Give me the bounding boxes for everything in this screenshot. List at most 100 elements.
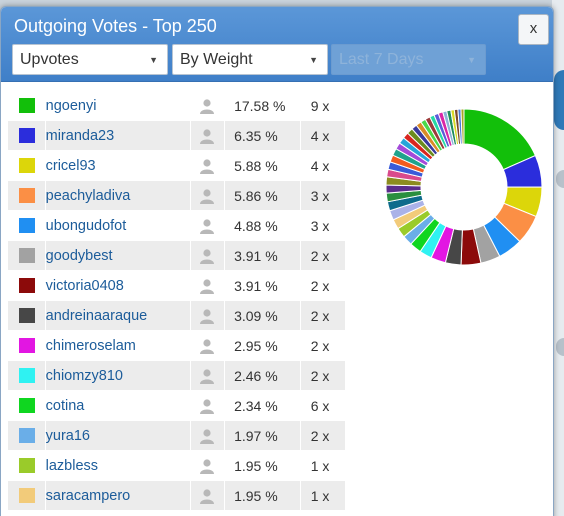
user-icon[interactable] [199, 188, 215, 205]
swatch-cell [8, 510, 46, 516]
name-cell: miranda23 [45, 120, 191, 151]
donut-slice[interactable] [460, 108, 465, 145]
user-link[interactable]: ngoenyi [45, 98, 97, 114]
user-link[interactable]: lazbless [45, 458, 99, 474]
profile-cell [190, 390, 226, 421]
vote-count: 2 x [300, 240, 347, 271]
user-link[interactable]: chiomzy810 [45, 368, 123, 384]
user-link[interactable]: cotina [45, 398, 85, 414]
weight-percent: 1.95 % [224, 450, 301, 481]
swatch-cell [8, 330, 46, 361]
color-swatch [19, 98, 35, 113]
color-swatch [19, 488, 35, 503]
weight-percent: 2.95 % [224, 330, 301, 361]
weight-percent: 5.88 % [224, 150, 301, 181]
name-cell: chimeroselam [45, 330, 191, 361]
user-link[interactable]: miranda23 [45, 128, 115, 144]
user-link[interactable]: andreinaaraque [45, 308, 148, 324]
weight-percent: 2.46 % [224, 360, 301, 391]
table-row: victoria0408 3.91 % 2 x [8, 270, 347, 301]
swatch-cell [8, 300, 46, 331]
weight-percent [224, 510, 301, 516]
name-cell: yura16 [45, 420, 191, 451]
table-row: andreinaaraque 3.09 % 2 x [8, 300, 347, 331]
user-link[interactable]: chimeroselam [45, 338, 136, 354]
user-link[interactable]: peachyladiva [45, 188, 131, 204]
swatch-cell [8, 420, 46, 451]
vote-count: 1 x [300, 450, 347, 481]
profile-cell [190, 450, 226, 481]
color-swatch [19, 308, 35, 323]
profile-cell [190, 420, 226, 451]
user-link[interactable]: ubongudofot [45, 218, 127, 234]
user-link[interactable]: goodybest [45, 248, 113, 264]
sort-select[interactable]: By Weight ▼ [172, 44, 328, 75]
user-icon[interactable] [199, 398, 215, 415]
vote-count: 3 x [300, 210, 347, 241]
user-icon[interactable] [199, 368, 215, 385]
close-button[interactable]: x [518, 14, 549, 45]
user-icon[interactable] [199, 428, 215, 445]
user-icon[interactable] [199, 488, 215, 505]
user-link[interactable]: cricel93 [45, 158, 96, 174]
vote-type-select[interactable]: Upvotes ▼ [12, 44, 168, 75]
swatch-cell [8, 270, 46, 301]
color-swatch [19, 428, 35, 443]
swatch-cell [8, 450, 46, 481]
name-cell: andreinaaraque [45, 300, 191, 331]
user-icon[interactable] [199, 98, 215, 115]
user-link[interactable]: yura16 [45, 428, 90, 444]
name-cell: ngoenyi [45, 91, 191, 121]
name-cell: goodybest [45, 240, 191, 271]
swatch-cell [8, 150, 46, 181]
sort-value: By Weight [180, 51, 253, 68]
table-row: saracampero 1.95 % 1 x [8, 480, 347, 511]
user-icon[interactable] [199, 338, 215, 355]
table-row: lazbless 1.95 % 1 x [8, 450, 347, 481]
profile-cell [190, 240, 226, 271]
profile-cell [190, 120, 226, 151]
user-link[interactable]: victoria0408 [45, 278, 124, 294]
swatch-cell [8, 360, 46, 391]
user-icon[interactable] [199, 218, 215, 235]
chevron-down-icon: ▼ [309, 55, 318, 65]
weight-percent: 17.58 % [224, 91, 301, 121]
color-swatch [19, 218, 35, 233]
swatch-cell [8, 390, 46, 421]
user-icon[interactable] [199, 278, 215, 295]
color-swatch [19, 278, 35, 293]
dialog-title: Outgoing Votes - Top 250 [14, 16, 217, 36]
user-icon[interactable] [199, 248, 215, 265]
profile-cell [190, 270, 226, 301]
profile-cell [190, 480, 226, 511]
background-edge [552, 0, 564, 516]
name-cell: saracampero [45, 480, 191, 511]
vote-count: 3 x [300, 180, 347, 211]
weight-percent: 5.86 % [224, 180, 301, 211]
name-cell: victoria0408 [45, 270, 191, 301]
color-swatch [19, 128, 35, 143]
table-row: cotina 2.34 % 6 x [8, 390, 347, 421]
period-select[interactable]: Last 7 Days ▼ [331, 44, 486, 75]
background-shape [556, 338, 564, 356]
user-icon[interactable] [199, 128, 215, 145]
color-swatch [19, 458, 35, 473]
vote-count: 2 x [300, 420, 347, 451]
user-icon[interactable] [199, 308, 215, 325]
outgoing-votes-dialog: Outgoing Votes - Top 250 x Upvotes ▼ By … [0, 6, 554, 516]
weight-percent: 1.95 % [224, 480, 301, 511]
user-link[interactable]: saracampero [45, 488, 131, 504]
swatch-cell [8, 91, 46, 121]
color-swatch [19, 158, 35, 173]
weight-percent: 2.34 % [224, 390, 301, 421]
color-swatch [19, 338, 35, 353]
vote-count: 2 x [300, 330, 347, 361]
table-row: miranda23 6.35 % 4 x [8, 120, 347, 151]
weight-percent: 6.35 % [224, 120, 301, 151]
user-icon[interactable] [199, 458, 215, 475]
user-icon[interactable] [199, 158, 215, 175]
profile-cell [190, 210, 226, 241]
name-cell: cotina [45, 390, 191, 421]
weight-percent: 3.09 % [224, 300, 301, 331]
weight-percent: 3.91 % [224, 270, 301, 301]
